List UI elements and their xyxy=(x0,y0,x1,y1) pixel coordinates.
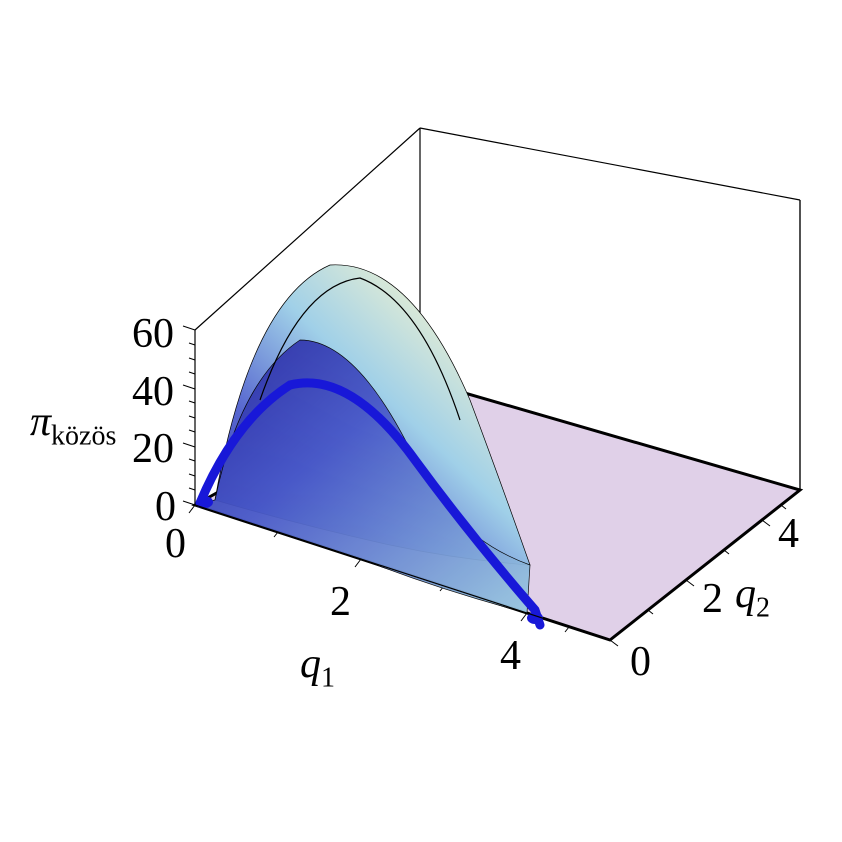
z-axis-label: πközös xyxy=(30,398,116,452)
y-tick-0: 0 xyxy=(630,638,651,686)
plot-container: 0 20 40 60 πközös 0 2 4 q1 0 2 4 q2 xyxy=(0,0,842,842)
z-axis-ticks xyxy=(183,326,195,505)
z-tick-60: 60 xyxy=(132,310,174,358)
y-tick-4: 4 xyxy=(778,510,799,558)
z-tick-20: 20 xyxy=(132,425,174,473)
z-tick-40: 40 xyxy=(132,368,174,416)
x-axis-label: q1 xyxy=(300,640,335,694)
x-tick-4: 4 xyxy=(500,632,521,680)
x-tick-2: 2 xyxy=(330,578,351,626)
y-tick-2: 2 xyxy=(702,575,723,623)
x-tick-0: 0 xyxy=(165,520,186,568)
plot-svg xyxy=(0,0,842,842)
y-axis-label: q2 xyxy=(735,570,770,624)
